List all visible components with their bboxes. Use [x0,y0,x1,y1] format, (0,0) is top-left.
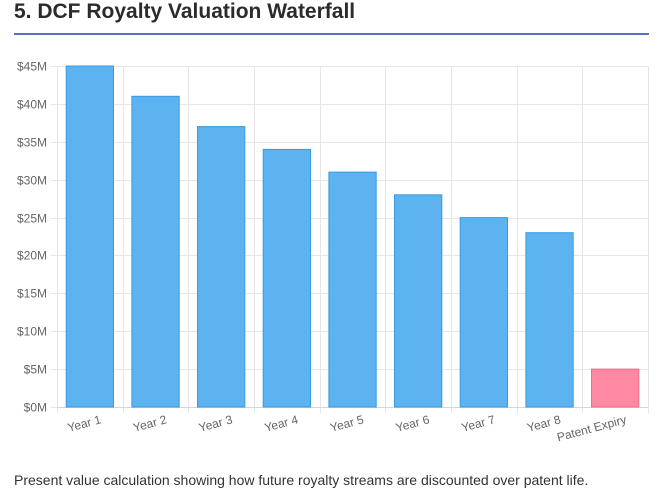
x-tick-label: Year 1 [66,412,103,434]
x-tick-label: Patent Expiry [555,412,628,444]
y-tick-label: $30M [17,174,47,188]
bar [65,65,114,408]
chart-caption: Present value calculation showing how fu… [14,472,589,488]
bar [197,126,246,408]
y-tick-label: $15M [17,287,47,301]
y-tick-label: $20M [17,249,47,263]
y-tick-label: $0M [24,401,47,415]
bar [459,217,509,408]
x-tick-label: Year 4 [263,412,300,434]
x-tick-label: Year 6 [394,412,431,434]
x-tick-label: Year 5 [329,412,366,434]
title-divider [14,33,649,35]
bar [328,171,377,408]
x-tick-label: Year 2 [132,412,169,434]
bar [394,194,443,408]
y-tick-label: $45M [17,60,47,74]
y-tick-label: $10M [17,325,47,339]
y-tick-label: $40M [17,98,47,112]
page-title: 5. DCF Royalty Valuation Waterfall [14,0,356,23]
y-tick-label: $5M [24,363,47,377]
y-tick-label: $25M [17,212,47,226]
bar [525,232,574,408]
y-tick-label: $35M [17,136,47,150]
x-tick-label: Year 7 [460,412,497,434]
bars [65,65,640,408]
waterfall-chart: $0M $5M $10M $15M $20M $25M $30M $35M $40M $45M Ye… [17,60,649,444]
bar [591,368,640,408]
bar [262,148,312,408]
bar [131,95,180,408]
x-tick-label: Year 3 [197,412,234,434]
